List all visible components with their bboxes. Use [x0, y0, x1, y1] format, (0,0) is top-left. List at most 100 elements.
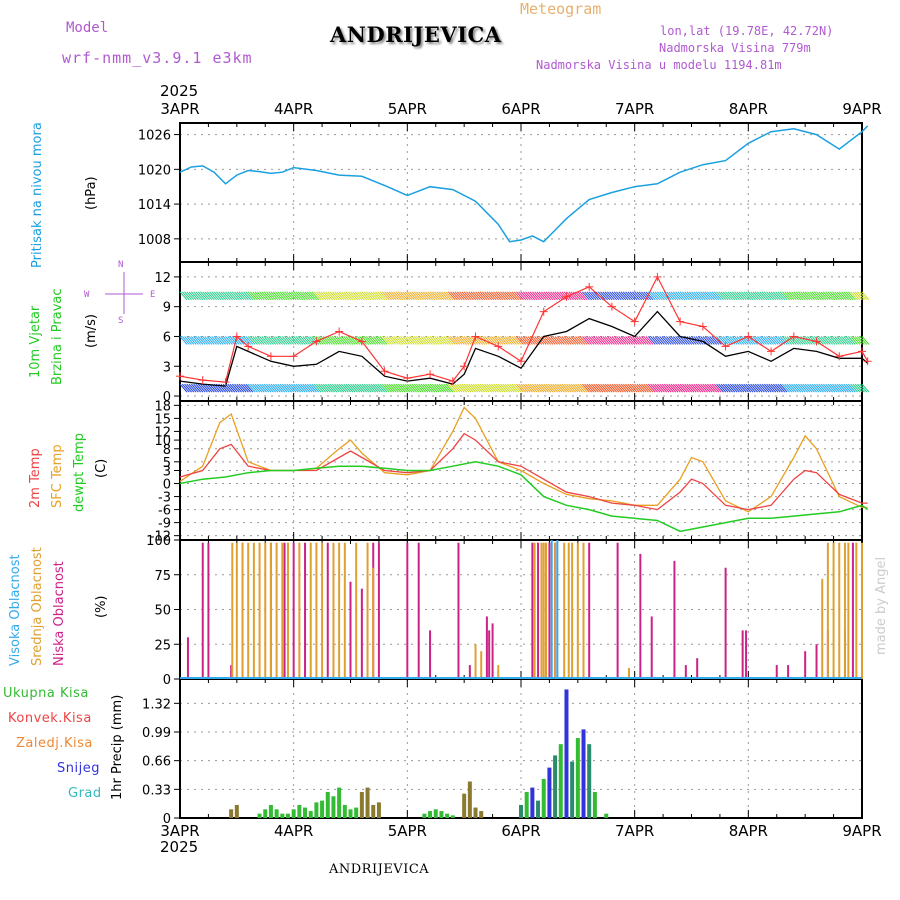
- wind-barb: [218, 291, 227, 301]
- wind-barb: [522, 291, 531, 301]
- wind-barb: [488, 291, 497, 301]
- wind-barb: [266, 291, 274, 301]
- wind-barb: [838, 383, 847, 393]
- wind-barb: [420, 383, 429, 393]
- wind-barb: [841, 291, 849, 301]
- dewpoint-line: [179, 461, 869, 533]
- wind-barb: [254, 291, 263, 301]
- wind-barb: [336, 336, 345, 345]
- precip-bar: [570, 761, 575, 818]
- wind-barb: [775, 383, 783, 393]
- xtick-label-bottom: 8APR: [729, 822, 768, 840]
- wind-barb: [234, 336, 242, 345]
- wind-barb: [379, 383, 388, 393]
- wind-barb: [766, 383, 774, 393]
- wind-barb: [820, 383, 829, 393]
- wind-barb: [645, 383, 654, 393]
- wind-barb: [402, 336, 411, 345]
- wind-barb: [472, 291, 481, 301]
- wind-barb: [406, 291, 415, 301]
- wind-barb: [538, 291, 547, 301]
- wind-barb: [609, 291, 618, 301]
- wind-barb: [800, 383, 808, 393]
- wind-barb: [568, 336, 577, 345]
- wind-barb: [363, 383, 372, 393]
- wind-barb: [543, 291, 552, 301]
- wind-barb: [268, 383, 277, 393]
- wind-barb: [302, 383, 311, 393]
- wind-barb: [650, 291, 658, 301]
- wind-barb: [318, 291, 327, 301]
- wind-barb: [484, 291, 493, 301]
- wind-barb: [784, 383, 793, 393]
- wind-barb: [345, 291, 354, 301]
- wind-barb: [402, 383, 411, 393]
- wind-barb: [443, 291, 452, 301]
- meteogram-label: Meteogram: [520, 0, 602, 18]
- wind-barb: [636, 383, 645, 393]
- wind-barb: [481, 291, 490, 301]
- wind-barb: [329, 383, 338, 393]
- wind-barb: [657, 291, 665, 301]
- wind-barb: [247, 383, 256, 393]
- wind-barb: [522, 383, 531, 393]
- lonlat-label: lon,lat (19.78E, 42.72N): [660, 24, 834, 38]
- wind-barb: [845, 383, 854, 393]
- wind-barb: [506, 291, 515, 301]
- wind-barb: [834, 383, 843, 393]
- wind-barb: [525, 291, 533, 301]
- wind-barb: [354, 291, 363, 301]
- wind-barb: [295, 336, 304, 345]
- wind-barb: [186, 383, 195, 393]
- precip-bar: [530, 787, 535, 818]
- wind-barb: [852, 336, 861, 345]
- precip-bar: [314, 802, 319, 818]
- wind-barb: [356, 291, 365, 301]
- wind-barb: [725, 291, 733, 301]
- wind-barb: [418, 291, 427, 301]
- wind-barb: [761, 291, 770, 301]
- wind-barb: [291, 383, 299, 393]
- wind-barb: [618, 291, 627, 301]
- wind-barb: [813, 291, 822, 301]
- wind-barb: [834, 336, 843, 345]
- wind-barb: [236, 383, 245, 393]
- wind-barb: [816, 336, 824, 345]
- wind-barb: [786, 336, 795, 345]
- wind-barb: [245, 291, 254, 301]
- wind-barb: [536, 383, 545, 393]
- wind-barb: [786, 383, 795, 393]
- wind-barb: [857, 336, 865, 345]
- precip-bar: [285, 813, 290, 818]
- wind-barb: [561, 336, 570, 345]
- wind-barb: [745, 291, 754, 301]
- wind-barb: [618, 336, 627, 345]
- wind-barb: [672, 336, 681, 345]
- ytick-label: 8: [163, 443, 171, 458]
- wind-barb: [179, 291, 188, 301]
- wind-barb: [354, 383, 363, 393]
- wind-barb: [204, 383, 213, 393]
- wind-barb: [559, 383, 568, 393]
- wind-barb: [709, 336, 718, 345]
- wind-barb: [359, 291, 367, 301]
- precip-bar: [342, 804, 347, 818]
- wind-barb: [652, 383, 661, 393]
- wind-barb: [536, 291, 545, 301]
- wind-barb: [366, 336, 374, 345]
- wind-barb: [843, 291, 852, 301]
- wind-barb: [461, 336, 470, 345]
- wind-barb: [675, 336, 683, 345]
- wind-barb: [209, 291, 217, 301]
- wind-barb: [275, 336, 283, 345]
- wind-barb: [277, 291, 286, 301]
- xtick-label-bottom: 3APR: [160, 822, 199, 840]
- precip-bar: [462, 793, 467, 818]
- wind-barb: [572, 336, 581, 345]
- wind-barb: [629, 383, 638, 393]
- wind-barb: [247, 336, 256, 345]
- model-label: Model: [66, 20, 109, 36]
- wind-barb: [391, 291, 399, 301]
- wind-barb: [238, 291, 247, 301]
- wind-barb: [336, 291, 345, 301]
